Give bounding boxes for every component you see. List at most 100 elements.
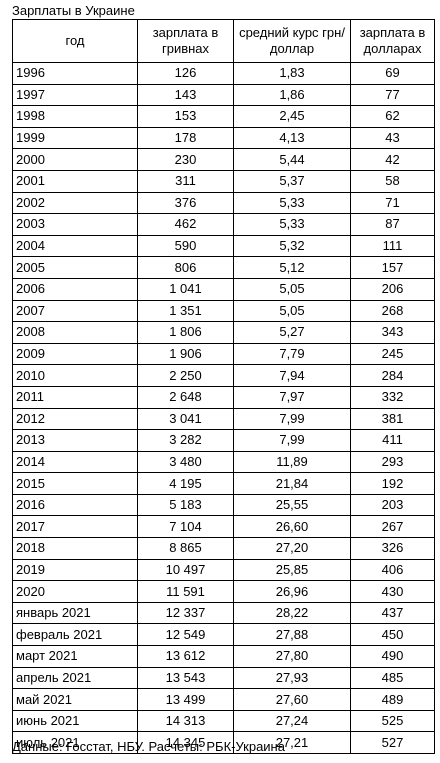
cell-salary-usd: 489 xyxy=(350,688,435,711)
table-row: 2016 5 183 25,55 203 xyxy=(12,493,435,517)
table-row: март 2021 13 612 27,80 490 xyxy=(12,645,435,668)
cell-exchange-rate: 27,20 xyxy=(233,537,351,560)
cell-period: 1997 xyxy=(12,83,138,107)
table-row: 1998 153 2,45 62 xyxy=(12,105,435,128)
cell-salary-uah: 7 104 xyxy=(137,515,234,539)
cell-salary-uah: 153 xyxy=(137,105,234,128)
column-header-salary-uah: зарплата в гривнах xyxy=(137,19,234,63)
table-row: 2001 311 5,37 58 xyxy=(12,169,435,193)
cell-salary-uah: 12 549 xyxy=(137,623,234,647)
cell-period: 1996 xyxy=(12,62,138,85)
cell-salary-uah: 1 041 xyxy=(137,277,234,301)
cell-exchange-rate: 26,60 xyxy=(233,515,351,539)
cell-salary-usd: 268 xyxy=(350,299,435,323)
cell-period: 2002 xyxy=(12,191,138,215)
cell-salary-usd: 343 xyxy=(350,321,435,344)
cell-salary-usd: 450 xyxy=(350,623,435,647)
cell-exchange-rate: 5,33 xyxy=(233,191,351,215)
table-row: январь 2021 12 337 28,22 437 xyxy=(12,601,435,625)
cell-salary-uah: 3 282 xyxy=(137,429,234,452)
cell-salary-usd: 525 xyxy=(350,709,435,733)
table-row: 2003 462 5,33 87 xyxy=(12,213,435,236)
cell-exchange-rate: 26,96 xyxy=(233,580,351,603)
cell-salary-usd: 87 xyxy=(350,213,435,236)
salary-table: год зарплата в гривнах средний курс грн/… xyxy=(12,19,435,754)
cell-period: февраль 2021 xyxy=(12,623,138,647)
cell-salary-uah: 230 xyxy=(137,148,234,171)
cell-salary-uah: 13 612 xyxy=(137,645,234,668)
cell-period: 2001 xyxy=(12,169,138,193)
cell-exchange-rate: 1,83 xyxy=(233,62,351,85)
cell-period: 2004 xyxy=(12,234,138,258)
cell-salary-usd: 111 xyxy=(350,234,435,258)
cell-salary-usd: 206 xyxy=(350,277,435,301)
column-header-exchange-rate: средний курс грн/доллар xyxy=(233,19,351,63)
cell-exchange-rate: 4,13 xyxy=(233,126,351,150)
cell-salary-uah: 12 337 xyxy=(137,601,234,625)
table-title: Зарплаты в Украине xyxy=(12,3,135,18)
cell-salary-usd: 411 xyxy=(350,429,435,452)
cell-exchange-rate: 1,86 xyxy=(233,83,351,107)
table-row: июль 2021 14 345 27,21 527 xyxy=(12,731,435,754)
cell-period: 2020 xyxy=(12,580,138,603)
cell-period: 2005 xyxy=(12,256,138,279)
cell-salary-usd: 62 xyxy=(350,105,435,128)
cell-period: май 2021 xyxy=(12,688,138,711)
cell-salary-uah: 178 xyxy=(137,126,234,150)
cell-period: 2006 xyxy=(12,277,138,301)
cell-exchange-rate: 2,45 xyxy=(233,105,351,128)
cell-salary-uah: 13 499 xyxy=(137,688,234,711)
cell-period: 2016 xyxy=(12,493,138,517)
table-body: 1996 126 1,83 69 1997 143 1,86 77 1998 153 2,45 62 1… xyxy=(12,62,435,754)
cell-salary-uah: 11 591 xyxy=(137,580,234,603)
cell-salary-uah: 4 195 xyxy=(137,472,234,495)
cell-salary-uah: 1 351 xyxy=(137,299,234,323)
cell-period: январь 2021 xyxy=(12,601,138,625)
cell-salary-uah: 590 xyxy=(137,234,234,258)
cell-salary-uah: 2 250 xyxy=(137,364,234,387)
column-header-year: год xyxy=(12,19,138,63)
cell-salary-uah: 1 806 xyxy=(137,321,234,344)
cell-exchange-rate: 27,80 xyxy=(233,645,351,668)
cell-period: 2000 xyxy=(12,148,138,171)
cell-exchange-rate: 5,37 xyxy=(233,169,351,193)
table-row: 2005 806 5,12 157 xyxy=(12,256,435,279)
table-row: 2015 4 195 21,84 192 xyxy=(12,472,435,495)
table-row: 2008 1 806 5,27 343 xyxy=(12,321,435,344)
cell-salary-usd: 381 xyxy=(350,407,435,431)
cell-exchange-rate: 28,22 xyxy=(233,601,351,625)
cell-period: 2015 xyxy=(12,472,138,495)
cell-period: 2011 xyxy=(12,385,138,409)
table-row: 2019 10 497 25,85 406 xyxy=(12,558,435,582)
cell-period: 2018 xyxy=(12,537,138,560)
cell-period: 2010 xyxy=(12,364,138,387)
table-row: апрель 2021 13 543 27,93 485 xyxy=(12,666,435,690)
cell-salary-uah: 376 xyxy=(137,191,234,215)
table-row: 2013 3 282 7,99 411 xyxy=(12,429,435,452)
table-row: 2017 7 104 26,60 267 xyxy=(12,515,435,539)
cell-exchange-rate: 7,99 xyxy=(233,429,351,452)
cell-period: 2019 xyxy=(12,558,138,582)
cell-exchange-rate: 11,89 xyxy=(233,450,351,474)
cell-salary-usd: 430 xyxy=(350,580,435,603)
cell-salary-uah: 462 xyxy=(137,213,234,236)
cell-salary-usd: 43 xyxy=(350,126,435,150)
cell-exchange-rate: 7,79 xyxy=(233,342,351,366)
table-row: 2018 8 865 27,20 326 xyxy=(12,537,435,560)
table-row: 2002 376 5,33 71 xyxy=(12,191,435,215)
cell-exchange-rate: 27,93 xyxy=(233,666,351,690)
cell-exchange-rate: 25,55 xyxy=(233,493,351,517)
table-row: 2010 2 250 7,94 284 xyxy=(12,364,435,387)
cell-salary-usd: 203 xyxy=(350,493,435,517)
cell-salary-usd: 437 xyxy=(350,601,435,625)
cell-salary-uah: 126 xyxy=(137,62,234,85)
cell-salary-uah: 806 xyxy=(137,256,234,279)
cell-period: 2017 xyxy=(12,515,138,539)
cell-salary-usd: 326 xyxy=(350,537,435,560)
cell-period: 1998 xyxy=(12,105,138,128)
table-row: 1999 178 4,13 43 xyxy=(12,126,435,150)
table-row: 2020 11 591 26,96 430 xyxy=(12,580,435,603)
cell-exchange-rate: 5,27 xyxy=(233,321,351,344)
cell-exchange-rate: 5,44 xyxy=(233,148,351,171)
cell-period: март 2021 xyxy=(12,645,138,668)
